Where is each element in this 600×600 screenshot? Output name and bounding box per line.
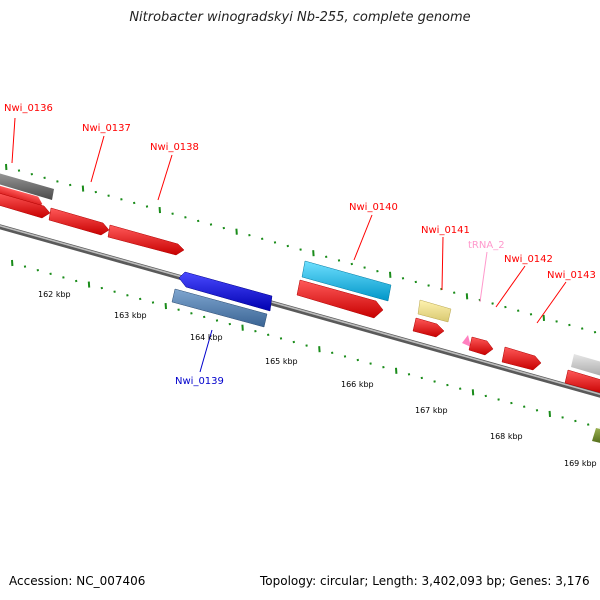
- gene-trna-2[interactable]: [462, 335, 471, 347]
- label-nwi-0142: Nwi_0142: [504, 254, 553, 265]
- accession-text: Accession: NC_007406: [9, 574, 146, 588]
- label-nwi-0143: Nwi_0143: [547, 270, 596, 281]
- gene-nwi-0144-arrow[interactable]: [564, 369, 600, 394]
- kbp-label-164: 164 kbp: [190, 333, 223, 342]
- callout-nwi-0140: [353, 214, 373, 261]
- upper-tick-marks: [5, 163, 597, 334]
- kbp-label-163: 163 kbp: [114, 311, 147, 320]
- label-nwi-0139: Nwi_0139: [175, 376, 224, 387]
- callout-nwi-0137: [90, 135, 105, 183]
- gene-steelblue-feature[interactable]: [171, 288, 268, 328]
- gene-khaki-feature[interactable]: [417, 299, 452, 323]
- genome-backbone: [0, 224, 600, 398]
- callout-lines: [11, 117, 567, 373]
- callout-nwi-0138: [157, 154, 173, 201]
- label-nwi-0141: Nwi_0141: [421, 225, 470, 236]
- kbp-label-167: 167 kbp: [415, 406, 448, 415]
- callout-nwi-0139: [199, 329, 213, 373]
- label-nwi-0137: Nwi_0137: [82, 123, 131, 134]
- kbp-label-169: 169 kbp: [564, 459, 597, 468]
- gene-nwi-0136-arrow[interactable]: [0, 192, 51, 219]
- gene-nwi-0143-arrow[interactable]: [501, 346, 542, 371]
- callout-nwi-0136: [11, 117, 16, 164]
- lower-tick-marks: [11, 259, 600, 429]
- callout-nwi-0143: [536, 281, 567, 324]
- gene-cyan-feature[interactable]: [301, 260, 392, 302]
- label-nwi-0138: Nwi_0138: [150, 142, 199, 153]
- callout-trna-2: [479, 251, 488, 303]
- gene-lightgray-feature[interactable]: [571, 354, 600, 377]
- gene-nwi-0142-arrow[interactable]: [468, 336, 494, 356]
- label-nwi-0140: Nwi_0140: [349, 202, 398, 213]
- callout-nwi-0141: [441, 236, 444, 291]
- gene-olive-feature[interactable]: [592, 428, 600, 444]
- gene-nwi-0139-arrow[interactable]: [178, 271, 273, 312]
- kbp-label-165: 165 kbp: [265, 357, 298, 366]
- label-nwi-0136: Nwi_0136: [4, 103, 53, 114]
- gene-features: [0, 172, 600, 444]
- gene-nwi-0140-arrow[interactable]: [296, 279, 384, 319]
- genome-backbone-highlight: [0, 224, 600, 396]
- gene-gray-feature[interactable]: [0, 172, 54, 200]
- label-trna-2: tRNA_2: [468, 240, 505, 251]
- callout-nwi-0142: [495, 265, 526, 308]
- kbp-label-166: 166 kbp: [341, 380, 374, 389]
- gene-nwi-0137-arrow[interactable]: [48, 207, 110, 236]
- kbp-label-162: 162 kbp: [38, 290, 71, 299]
- topology-text: Topology: circular; Length: 3,402,093 bp…: [260, 574, 590, 588]
- gene-nwi-0138-arrow[interactable]: [107, 224, 185, 256]
- map-title: Nitrobacter winogradskyi Nb-255, complet…: [129, 10, 471, 25]
- gene-nwi-0141-arrow[interactable]: [412, 317, 445, 338]
- kbp-label-168: 168 kbp: [490, 432, 523, 441]
